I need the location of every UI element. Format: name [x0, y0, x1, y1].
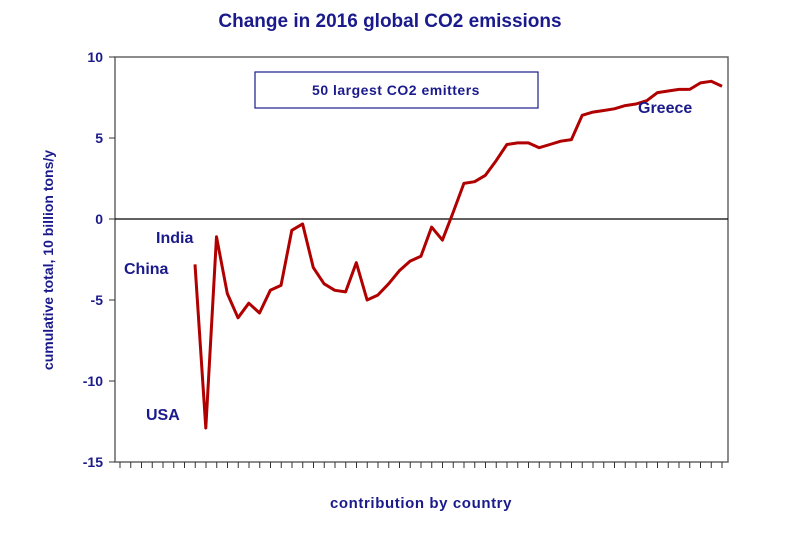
annotation-greece: Greece: [638, 100, 692, 117]
annotation-india: India: [156, 230, 193, 247]
x-axis-label: contribution by country: [330, 495, 512, 512]
y-tick-label: 10: [87, 49, 103, 65]
annotation-china: China: [124, 261, 169, 278]
y-axis-label: cumulative total, 10 billion tons/y: [40, 150, 56, 370]
y-tick-label: -5: [91, 292, 104, 308]
legend-text: 50 largest CO2 emitters: [312, 82, 480, 98]
series-line: [195, 81, 722, 428]
y-tick-label: -10: [83, 373, 103, 389]
annotation-usa: USA: [146, 407, 180, 424]
y-tick-label: 0: [95, 211, 103, 227]
y-tick-label: -15: [83, 454, 103, 470]
chart-title: Change in 2016 global CO2 emissions: [218, 11, 561, 32]
y-tick-label: 5: [95, 130, 103, 146]
